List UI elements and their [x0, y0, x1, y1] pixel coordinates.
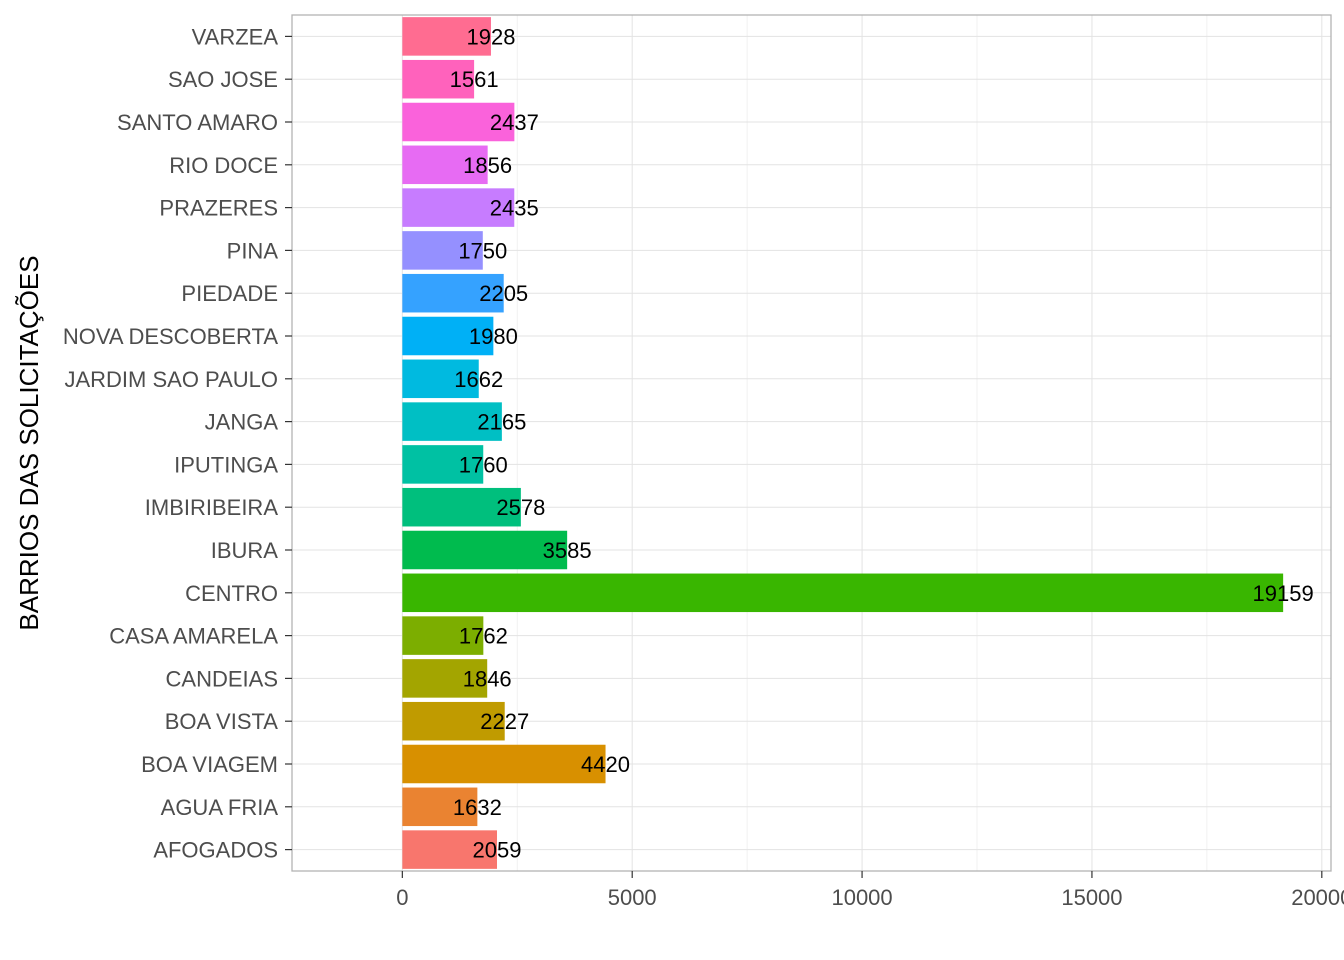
data-label: 1928 — [466, 24, 515, 49]
major-gridlines — [292, 15, 1331, 871]
bar — [402, 59, 475, 99]
y-tick-label: SANTO AMARO — [117, 110, 278, 135]
bar — [402, 701, 505, 741]
y-tick-label: BOA VIAGEM — [141, 752, 278, 777]
bar — [402, 659, 488, 698]
bar — [402, 402, 502, 441]
data-label: 19159 — [1253, 581, 1314, 606]
bar — [402, 145, 488, 185]
y-axis-ticks: AFOGADOS AGUA FRIA BOA VIAGEM BOA VISTA CAND… — [63, 24, 292, 863]
y-tick-label: CANDEIAS — [166, 666, 278, 691]
data-label: 1846 — [463, 666, 512, 691]
bar — [402, 530, 568, 570]
data-label: 3585 — [543, 538, 592, 563]
x-tick-label: 10000 — [831, 885, 892, 910]
y-tick-label: JARDIM SAO PAULO — [64, 367, 278, 392]
data-label: 1750 — [458, 238, 507, 263]
x-tick-label: 15000 — [1061, 885, 1122, 910]
bar — [402, 445, 484, 484]
minor-gridlines — [516, 15, 1208, 871]
bar — [402, 188, 515, 227]
bar — [402, 102, 515, 142]
bar — [402, 573, 1284, 613]
data-label: 1760 — [459, 452, 508, 477]
data-label: 2059 — [473, 838, 522, 863]
y-tick-label: PINA — [227, 238, 279, 263]
y-tick-label: AFOGADOS — [153, 838, 278, 863]
bar — [402, 830, 497, 869]
bars — [402, 17, 1284, 869]
bar — [402, 316, 494, 356]
bar — [402, 17, 491, 56]
y-tick-label: IPUTINGA — [174, 452, 278, 477]
data-labels: 2059 1632 4420 2227 1846 1762 19159 3585 2578 176… — [450, 24, 1314, 862]
bar — [402, 231, 483, 270]
data-label: 2578 — [496, 495, 545, 520]
y-tick-label: PIEDADE — [181, 281, 278, 306]
x-tick-label: 0 — [396, 885, 408, 910]
y-tick-label: CENTRO — [185, 581, 278, 606]
bar — [402, 273, 504, 313]
data-label: 2165 — [477, 410, 526, 435]
y-tick-label: NOVA DESCOBERTA — [63, 324, 278, 349]
data-label: 4420 — [581, 752, 630, 777]
data-label: 2435 — [490, 196, 539, 221]
y-tick-label: JANGA — [205, 410, 279, 435]
data-label: 1662 — [454, 367, 503, 392]
data-label: 1632 — [453, 795, 502, 820]
y-tick-label: PRAZERES — [159, 196, 278, 221]
y-tick-label: RIO DOCE — [169, 153, 278, 178]
data-label: 1561 — [450, 67, 499, 92]
x-axis-ticks: 0 5000 10000 15000 20000 — [396, 871, 1344, 910]
bar — [402, 616, 484, 655]
panel-border — [291, 14, 1332, 872]
x-tick-label: 20000 — [1291, 885, 1344, 910]
data-label: 2205 — [479, 281, 528, 306]
x-tick-label: 5000 — [608, 885, 657, 910]
y-axis-title: BARRIOS DAS SOLICITAÇÕES — [14, 255, 44, 630]
data-label: 2437 — [490, 110, 539, 135]
data-label: 1980 — [469, 324, 518, 349]
y-tick-label: AGUA FRIA — [161, 795, 279, 820]
bar — [402, 487, 521, 527]
data-label: 1856 — [463, 153, 512, 178]
bar — [402, 359, 479, 399]
y-tick-label: IMBIRIBEIRA — [145, 495, 279, 520]
y-tick-label: SAO JOSE — [168, 67, 278, 92]
y-tick-label: BOA VISTA — [165, 709, 279, 734]
y-tick-label: IBURA — [211, 538, 279, 563]
bar — [402, 744, 606, 784]
y-tick-label: CASA AMARELA — [109, 624, 278, 649]
data-label: 1762 — [459, 624, 508, 649]
data-label: 2227 — [480, 709, 529, 734]
y-tick-label: VARZEA — [192, 24, 279, 49]
bar — [402, 787, 478, 827]
